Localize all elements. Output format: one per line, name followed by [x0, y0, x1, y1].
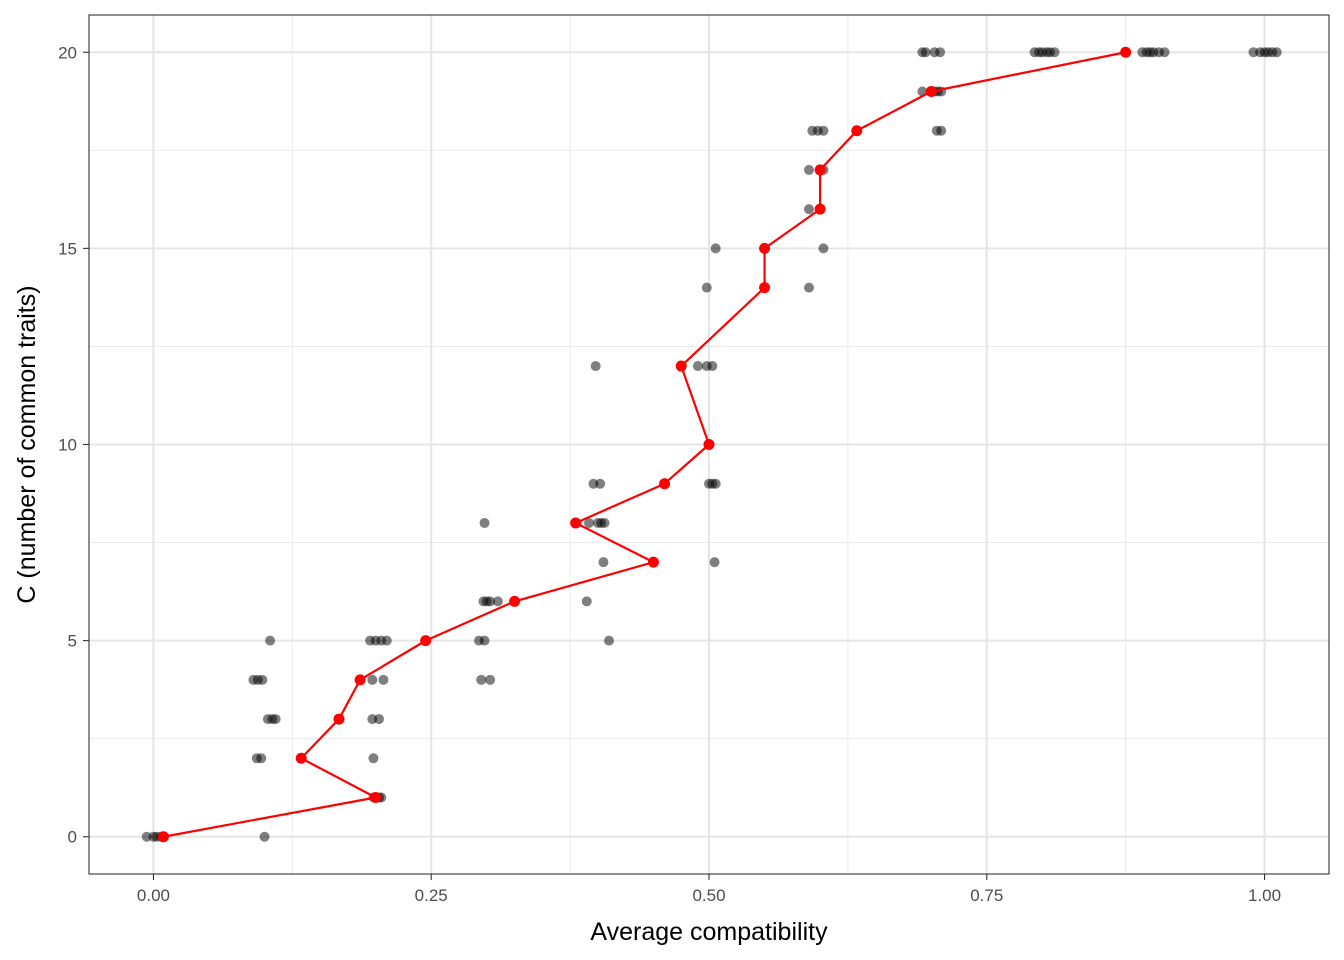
- data-point: [368, 753, 379, 764]
- data-point: [598, 557, 609, 568]
- data-point: [270, 714, 281, 725]
- data-point: [710, 478, 721, 489]
- data-point: [265, 635, 276, 646]
- data-point: [581, 596, 592, 607]
- mean-point: [659, 478, 671, 490]
- mean-point: [759, 242, 771, 254]
- mean-point: [814, 164, 826, 176]
- mean-point: [759, 282, 771, 294]
- x-tick-label: 1.00: [1248, 886, 1281, 905]
- data-point: [818, 125, 829, 136]
- mean-line: [157, 46, 1132, 843]
- data-point: [374, 714, 384, 725]
- y-tick-label: 10: [58, 436, 77, 455]
- data-point: [804, 204, 814, 215]
- mean-point: [295, 752, 307, 764]
- mean-point: [675, 360, 687, 372]
- data-point: [936, 125, 947, 136]
- y-tick-label: 15: [58, 239, 77, 258]
- data-point: [818, 243, 829, 254]
- data-point: [476, 674, 487, 685]
- data-point: [584, 517, 594, 528]
- data-point: [804, 282, 814, 293]
- mean-point: [157, 831, 169, 843]
- x-tick-label: 0.50: [692, 886, 725, 905]
- data-point: [595, 478, 606, 489]
- data-point: [1159, 47, 1170, 58]
- mean-point: [370, 792, 382, 804]
- mean-point: [647, 556, 659, 568]
- data-point: [604, 635, 614, 646]
- x-axis: 0.00 0.25 0.50 0.75 1.00: [137, 874, 1281, 905]
- data-point: [259, 831, 270, 842]
- mean-point: [420, 635, 432, 647]
- y-axis: 0 5 10 15 20: [58, 43, 89, 847]
- data-point: [1049, 47, 1060, 58]
- data-point: [256, 753, 267, 764]
- data-point: [485, 674, 496, 685]
- data-point: [935, 47, 946, 58]
- data-point: [378, 674, 389, 685]
- y-tick-label: 20: [58, 43, 77, 62]
- mean-point: [703, 439, 715, 450]
- mean-point: [814, 203, 826, 215]
- data-point: [701, 282, 712, 293]
- data-point: [920, 47, 931, 58]
- data-point: [479, 635, 490, 646]
- data-point: [709, 557, 720, 568]
- y-tick-label: 5: [68, 632, 77, 651]
- data-point: [485, 596, 496, 607]
- data-point: [692, 361, 703, 372]
- data-point: [590, 361, 601, 372]
- data-point: [492, 596, 503, 607]
- data-point: [381, 635, 392, 646]
- data-point: [479, 517, 490, 528]
- mean-point: [570, 517, 582, 529]
- mean-point: [1120, 46, 1132, 58]
- y-axis-title: C (number of common traits): [13, 285, 41, 603]
- mean-point: [925, 85, 937, 97]
- mean-point: [333, 713, 345, 725]
- data-point: [599, 517, 610, 528]
- x-tick-label: 0.00: [137, 886, 170, 905]
- mean-point: [509, 595, 521, 607]
- data-point: [257, 674, 268, 685]
- x-axis-title: Average compatibility: [590, 918, 828, 946]
- mean-point: [354, 674, 366, 686]
- data-point: [707, 361, 718, 372]
- data-point: [1271, 47, 1282, 58]
- x-tick-label: 0.25: [415, 886, 448, 905]
- data-point: [710, 243, 721, 254]
- mean-point: [851, 125, 863, 137]
- y-tick-label: 0: [68, 828, 77, 847]
- data-point: [367, 674, 378, 685]
- x-tick-label: 0.75: [970, 886, 1003, 905]
- data-point: [804, 164, 814, 175]
